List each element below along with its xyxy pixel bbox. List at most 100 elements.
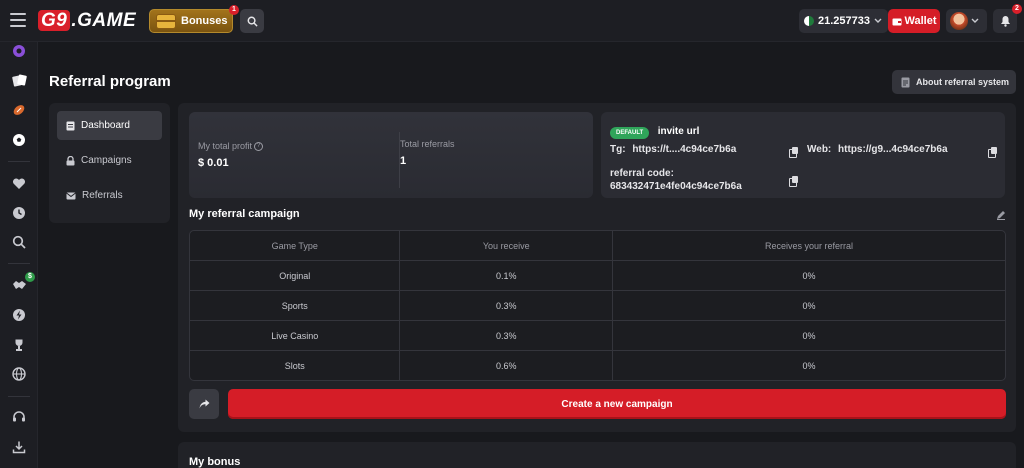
document-icon — [901, 77, 910, 87]
bonus-count-badge: 1 — [229, 5, 239, 15]
search-button[interactable] — [240, 9, 264, 33]
create-campaign-button[interactable]: Create a new campaign — [228, 389, 1006, 419]
column-header: Game Type — [190, 231, 401, 260]
campaign-title: My referral campaign — [189, 208, 300, 220]
tg-label: Tg: — [610, 144, 626, 155]
total-profit-value: $ 0.01 — [198, 157, 229, 169]
chevron-down-icon — [874, 18, 882, 23]
download-icon[interactable] — [10, 438, 28, 456]
copy-web-icon[interactable] — [988, 147, 997, 158]
about-referral-button[interactable]: About referral system — [892, 70, 1016, 94]
trophy-icon[interactable] — [10, 336, 28, 354]
rail-divider — [8, 263, 30, 264]
page-title: Referral program — [49, 73, 171, 90]
logo[interactable]: G9 .GAME — [38, 10, 136, 32]
you-receive-cell: 0.3% — [400, 321, 613, 350]
menu-icon[interactable] — [10, 13, 26, 27]
referral-code: referral code: 683432471e4fe04c94ce7b6a — [610, 167, 742, 193]
dashboard-icon — [66, 121, 75, 130]
wallet-button[interactable]: Wallet — [888, 9, 940, 33]
notification-count-badge: 2 — [1012, 4, 1022, 14]
total-profit-stat: My total profit? $ 0.01 — [198, 141, 264, 169]
handshake-referral-icon[interactable] — [10, 276, 28, 294]
globe-icon[interactable] — [10, 365, 28, 383]
bell-icon — [1000, 16, 1010, 27]
nav-item-referrals[interactable]: Referrals — [57, 181, 162, 210]
web-link: Web: https://g9...4c94ce7b6a — [807, 144, 948, 155]
you-receive-cell: 0.3% — [400, 291, 613, 320]
bonuses-label: Bonuses — [181, 15, 228, 27]
american-football-icon[interactable] — [10, 101, 28, 119]
invite-url-card: DEFAULT invite url Tg: https://t....4c94… — [601, 112, 1005, 198]
column-header: You receive — [400, 231, 613, 260]
web-url: https://g9...4c94ce7b6a — [838, 144, 948, 155]
headset-support-icon[interactable] — [10, 408, 28, 426]
copy-tg-icon[interactable] — [789, 147, 798, 158]
bonuses-button[interactable]: Bonuses — [149, 9, 233, 33]
nav-item-campaigns[interactable]: Campaigns — [57, 146, 162, 175]
casino-chip-icon[interactable] — [10, 42, 28, 60]
nav-item-dashboard[interactable]: Dashboard — [57, 111, 162, 140]
web-label: Web: — [807, 144, 832, 155]
avatar — [950, 12, 968, 30]
stats-divider — [399, 132, 400, 188]
logo-mark: G9 — [38, 10, 71, 31]
wallet-label: Wallet — [904, 15, 937, 27]
balance-selector[interactable]: 21.257733 — [799, 9, 888, 33]
rail-divider — [8, 161, 30, 162]
top-bar: G9 .GAME Bonuses 1 21.257733 Wallet 2 — [0, 0, 1024, 42]
table-row: Original 0.1% 0% — [190, 261, 1005, 291]
referral-dashboard: My total profit? $ 0.01 Total referrals … — [178, 103, 1016, 432]
profile-menu[interactable] — [946, 9, 987, 33]
stats-card: My total profit? $ 0.01 Total referrals … — [189, 112, 593, 198]
soccer-ball-icon[interactable] — [10, 131, 28, 149]
share-arrow-icon — [199, 399, 209, 409]
referral-code-value: 683432471e4fe04c94ce7b6a — [610, 181, 742, 192]
you-receive-cell: 0.1% — [400, 261, 613, 290]
treasure-chest-icon — [156, 13, 176, 29]
wallet-icon — [892, 18, 901, 25]
total-referrals-value: 1 — [400, 155, 407, 167]
total-referrals-label: Total referrals — [400, 139, 455, 149]
help-icon[interactable]: ? — [254, 141, 264, 151]
share-button[interactable] — [189, 389, 219, 419]
game-type-cell: Slots — [190, 351, 401, 380]
default-badge: DEFAULT — [610, 127, 650, 139]
you-receive-cell: 0.6% — [400, 351, 613, 380]
heart-icon[interactable] — [10, 175, 28, 193]
currency-flag-icon — [804, 16, 814, 26]
total-referrals-stat: Total referrals 1 — [400, 139, 455, 167]
tg-url: https://t....4c94ce7b6a — [632, 144, 737, 155]
nav-item-label: Campaigns — [81, 155, 132, 166]
referral-code-label: referral code: — [610, 168, 674, 179]
cards-icon[interactable] — [10, 71, 28, 89]
edit-icon[interactable] — [996, 210, 1006, 220]
chevron-down-icon — [971, 18, 979, 23]
search-icon[interactable] — [10, 233, 28, 251]
left-rail: $ — [0, 42, 38, 468]
lightning-icon[interactable] — [10, 306, 28, 324]
referral-dollar-badge: $ — [25, 272, 35, 282]
table-row: Slots 0.6% 0% — [190, 351, 1005, 380]
my-bonus-panel: My bonus — [178, 442, 1016, 468]
clock-icon[interactable] — [10, 204, 28, 222]
game-type-cell: Live Casino — [190, 321, 401, 350]
referral-receives-cell: 0% — [802, 330, 816, 341]
referral-receives-cell: 0% — [802, 300, 816, 311]
referral-receives-cell: 0% — [802, 361, 816, 371]
my-bonus-title: My bonus — [189, 456, 241, 468]
game-type-cell: Sports — [190, 291, 401, 320]
table-row: Sports 0.3% 0% — [190, 291, 1005, 321]
rail-divider — [8, 396, 30, 397]
game-type-cell: Original — [190, 261, 401, 290]
nav-item-label: Referrals — [82, 190, 123, 201]
copy-code-icon[interactable] — [789, 176, 798, 187]
about-referral-label: About referral system — [916, 77, 1010, 87]
envelope-icon — [66, 192, 76, 199]
invite-url-title: invite url — [657, 126, 700, 137]
logo-text: .GAME — [71, 10, 137, 31]
tg-link: Tg: https://t....4c94ce7b6a — [610, 144, 736, 155]
search-icon — [247, 16, 258, 27]
table-header: Game Type You receive Receives your refe… — [190, 231, 1005, 261]
campaign-table: Game Type You receive Receives your refe… — [189, 230, 1006, 381]
